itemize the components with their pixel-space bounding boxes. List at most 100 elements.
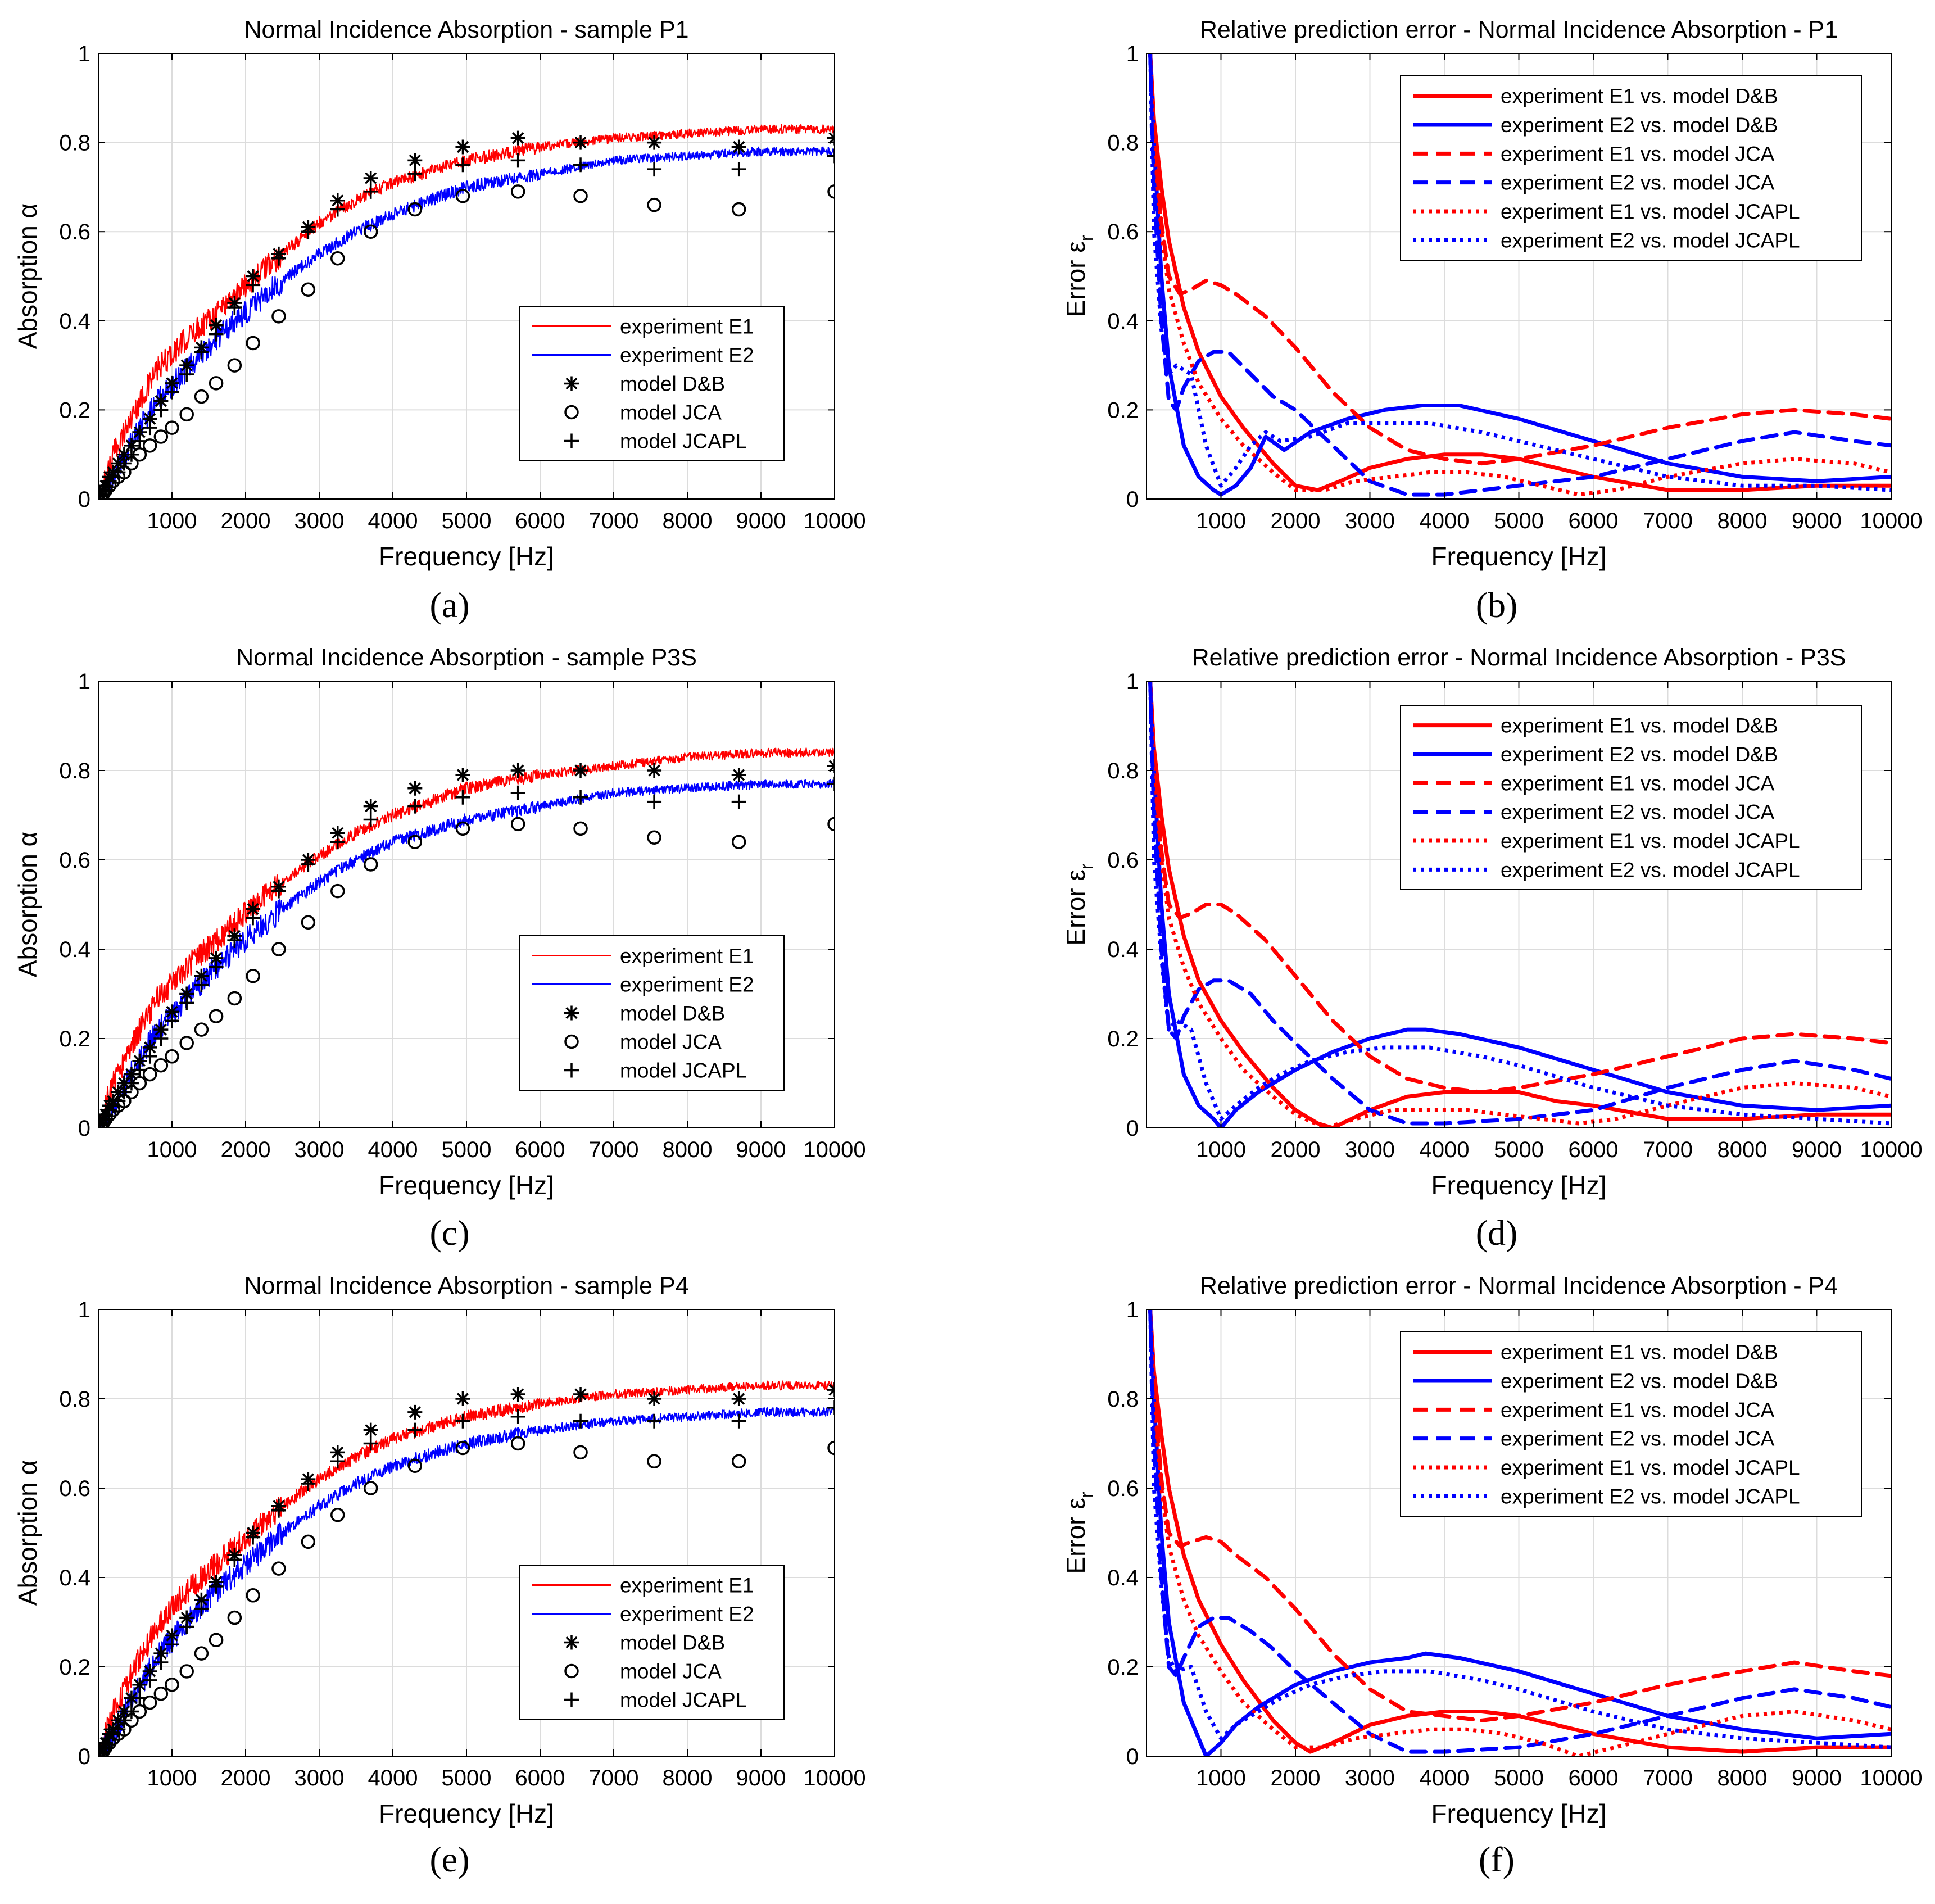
data-point-circle bbox=[731, 835, 746, 849]
chart-title: Normal Incidence Absorption - sample P3S bbox=[236, 644, 697, 671]
y-axis-label-subscript: r bbox=[1076, 1492, 1096, 1498]
data-point-circle bbox=[573, 821, 588, 836]
y-tick-label: 0.6 bbox=[59, 220, 90, 244]
legend-label: experiment E1 vs. model JCA bbox=[1501, 1398, 1775, 1421]
data-point-plus bbox=[165, 1637, 179, 1652]
data-point-asterisk bbox=[573, 763, 588, 778]
data-point-circle bbox=[153, 1686, 169, 1701]
data-point-plus bbox=[116, 456, 132, 471]
x-tick-label: 3000 bbox=[1345, 509, 1395, 533]
legend-label: experiment E2 vs. model JCA bbox=[1501, 171, 1775, 194]
y-tick-label: 1 bbox=[1126, 42, 1139, 66]
chart-panel-c: 1000 2000 3000 4000 5000 6000 7000 8000 9000 1000… bbox=[13, 644, 866, 1253]
data-point-asterisk bbox=[407, 1404, 423, 1420]
data-point-plus bbox=[98, 1112, 114, 1127]
data-point-circle bbox=[510, 184, 525, 199]
data-point-plus bbox=[647, 1413, 662, 1429]
x-tick-label: 9000 bbox=[736, 509, 786, 533]
x-tick-label: 3000 bbox=[294, 1137, 345, 1162]
x-tick-label: 6000 bbox=[1569, 1137, 1619, 1162]
data-point-plus bbox=[194, 977, 209, 992]
x-axis-label: Frequency [Hz] bbox=[1431, 1171, 1607, 1200]
data-point-asterisk bbox=[647, 763, 662, 778]
data-point-asterisk bbox=[132, 425, 147, 440]
data-point-asterisk bbox=[731, 139, 746, 155]
y-tick-label: 0 bbox=[78, 487, 90, 512]
panel-letter-b: (b) bbox=[1476, 585, 1518, 625]
data-point-plus bbox=[116, 1085, 132, 1100]
data-point-circle bbox=[179, 407, 194, 422]
data-point-asterisk bbox=[116, 1076, 132, 1091]
data-point-circle bbox=[510, 817, 525, 832]
legend-box bbox=[1400, 705, 1862, 890]
x-tick-label: 3000 bbox=[1345, 1766, 1395, 1790]
data-point-asterisk bbox=[510, 1387, 525, 1402]
x-tick-label: 8000 bbox=[1718, 1766, 1768, 1790]
x-tick-label: 7000 bbox=[589, 1137, 639, 1162]
data-point-asterisk bbox=[455, 1391, 470, 1406]
legend-swatch-plus bbox=[564, 1063, 579, 1078]
data-point-circle bbox=[363, 224, 378, 239]
chart-title: Relative prediction error - Normal Incid… bbox=[1200, 1272, 1838, 1299]
data-point-circle bbox=[827, 1440, 835, 1456]
data-point-plus bbox=[98, 1740, 114, 1755]
data-point-plus bbox=[827, 776, 835, 791]
data-point-asterisk bbox=[330, 193, 345, 208]
chart-title: Relative prediction error - Normal Incid… bbox=[1200, 16, 1838, 43]
data-point-plus bbox=[209, 1579, 224, 1594]
legend-label: experiment E2 vs. model D&B bbox=[1501, 1370, 1778, 1393]
legend-label: model JCAPL bbox=[620, 430, 747, 453]
x-tick-label: 4000 bbox=[1420, 509, 1470, 533]
x-tick-label: 7000 bbox=[589, 1766, 639, 1790]
data-layer bbox=[98, 124, 835, 499]
y-axis-label-subscript: r bbox=[1076, 863, 1096, 869]
x-tick-label: 8000 bbox=[663, 1137, 713, 1162]
x-tick-label: 10000 bbox=[803, 1137, 865, 1162]
data-point-asterisk bbox=[363, 799, 378, 814]
x-tick-label: 6000 bbox=[515, 1137, 565, 1162]
legend-label: experiment E2 vs. model JCA bbox=[1501, 801, 1775, 824]
x-tick-label: 9000 bbox=[1792, 1137, 1842, 1162]
data-point-plus bbox=[407, 799, 423, 814]
data-layer bbox=[98, 747, 835, 1128]
data-point-plus bbox=[827, 1400, 835, 1415]
data-point-circle bbox=[407, 202, 423, 217]
x-tick-label: 7000 bbox=[589, 509, 639, 533]
x-tick-label: 3000 bbox=[294, 509, 345, 533]
y-axis-label-main: Error ε bbox=[1061, 1498, 1090, 1574]
data-point-asterisk bbox=[647, 1391, 662, 1406]
data-point-circle bbox=[363, 857, 378, 872]
data-point-circle bbox=[179, 1036, 194, 1050]
y-axis-label-main: Error ε bbox=[1061, 869, 1090, 946]
data-point-asterisk bbox=[165, 1628, 179, 1643]
data-point-plus bbox=[98, 483, 114, 498]
data-point-plus bbox=[132, 1690, 147, 1706]
y-axis-label-main: Error ε bbox=[1061, 241, 1090, 318]
data-point-circle bbox=[647, 1454, 661, 1469]
x-tick-label: 4000 bbox=[368, 1137, 418, 1162]
data-point-circle bbox=[827, 184, 835, 199]
legend-label: model JCA bbox=[620, 401, 722, 424]
y-tick-label: 0.4 bbox=[59, 937, 90, 962]
y-tick-label: 0.6 bbox=[1107, 1476, 1139, 1501]
data-point-circle bbox=[271, 1561, 286, 1576]
series-line-experiment-e1-vs-model-jcapl bbox=[1148, 681, 1891, 1128]
data-point-asterisk bbox=[246, 901, 261, 917]
data-point-asterisk bbox=[363, 171, 378, 186]
series-line-experiment-e2-vs-model-jcapl bbox=[1148, 681, 1891, 1126]
data-point-plus bbox=[573, 157, 588, 173]
data-point-plus bbox=[330, 835, 345, 850]
x-tick-label: 5000 bbox=[442, 1766, 492, 1790]
data-point-plus bbox=[301, 856, 316, 872]
data-point-asterisk bbox=[209, 950, 224, 965]
data-point-asterisk bbox=[573, 135, 588, 150]
legend-label: model JCAPL bbox=[620, 1689, 747, 1712]
data-layer bbox=[1148, 1309, 1891, 1756]
x-tick-label: 5000 bbox=[1494, 509, 1544, 533]
y-tick-label: 0.6 bbox=[1107, 848, 1139, 873]
legend-label: model D&B bbox=[620, 373, 725, 396]
data-point-plus bbox=[142, 1049, 157, 1064]
y-tick-label: 0 bbox=[78, 1744, 90, 1769]
data-point-plus bbox=[731, 794, 746, 809]
data-point-asterisk bbox=[330, 826, 345, 841]
